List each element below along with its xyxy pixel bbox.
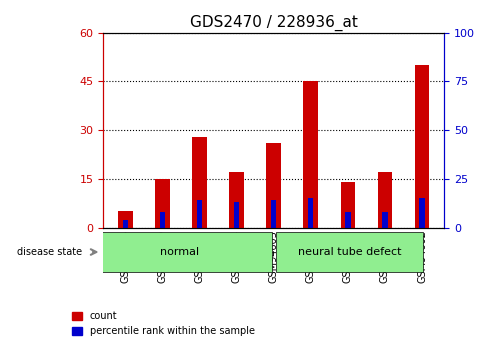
FancyBboxPatch shape xyxy=(86,232,272,272)
Bar xyxy=(271,200,276,228)
Text: normal: normal xyxy=(160,247,198,257)
Bar xyxy=(303,81,318,228)
Bar xyxy=(308,198,314,228)
Bar xyxy=(341,182,355,228)
Bar xyxy=(192,137,207,228)
Bar xyxy=(155,179,170,228)
Bar xyxy=(382,212,388,228)
Bar xyxy=(229,172,244,228)
Bar xyxy=(123,220,128,228)
Text: neural tube defect: neural tube defect xyxy=(298,247,401,257)
Bar xyxy=(378,172,392,228)
Bar xyxy=(160,212,165,228)
Bar xyxy=(197,200,202,228)
Bar xyxy=(267,143,281,228)
Bar xyxy=(419,198,425,228)
Bar xyxy=(415,65,429,228)
Title: GDS2470 / 228936_at: GDS2470 / 228936_at xyxy=(190,15,358,31)
FancyBboxPatch shape xyxy=(276,232,423,272)
Bar xyxy=(118,211,133,228)
Bar xyxy=(345,212,350,228)
Legend: count, percentile rank within the sample: count, percentile rank within the sample xyxy=(69,307,259,340)
Text: disease state: disease state xyxy=(17,247,82,257)
Bar xyxy=(234,202,239,228)
